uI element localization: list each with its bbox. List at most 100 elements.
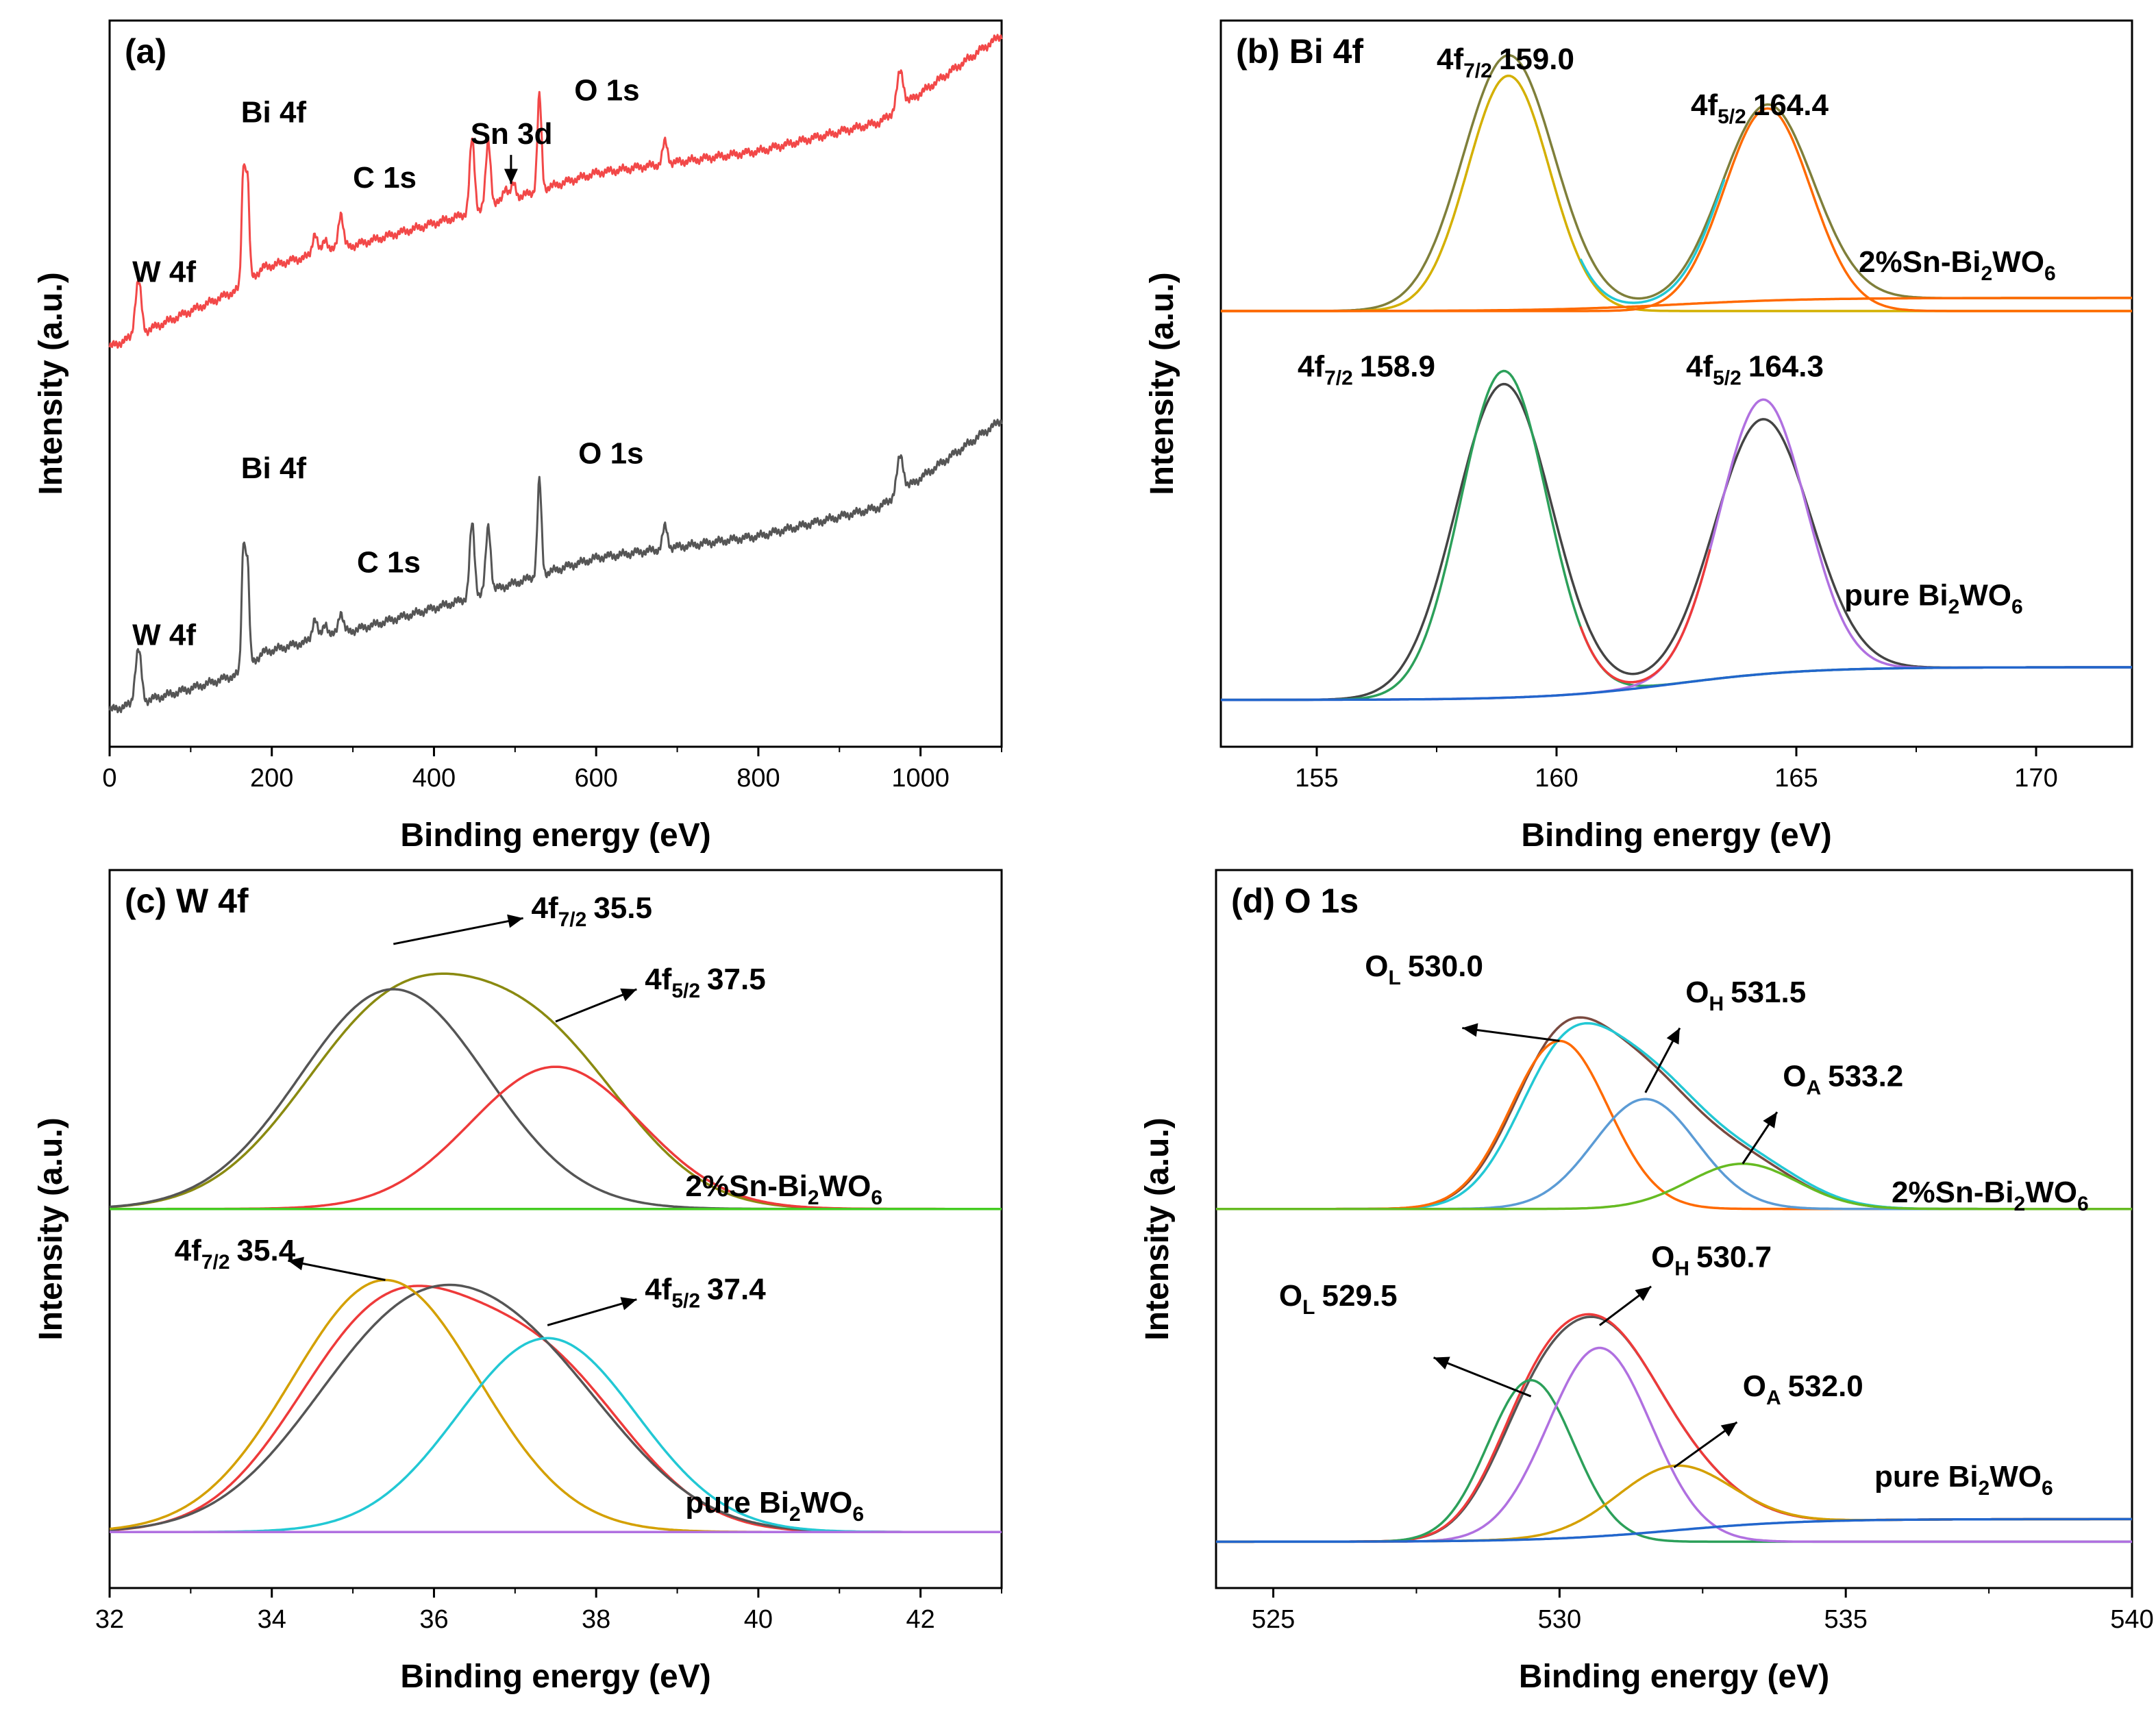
peak-label-sub: A [1766, 1387, 1781, 1409]
plot-frame [1215, 869, 2133, 1589]
sample-label: 2%Sn-Bi2WO6 [1892, 1176, 2089, 1215]
sample-label-text2: WO [801, 1486, 853, 1520]
arrow-line [1462, 1027, 1560, 1042]
arrow-head [1433, 1356, 1450, 1370]
panel-title: (b) Bi 4f [1236, 32, 1363, 71]
peak-label-main: 4f [1691, 88, 1718, 122]
x-tick-label: 535 [1824, 1605, 1867, 1634]
sample-label-text: 2%Sn-Bi [685, 1169, 807, 1203]
x-tick-label: 38 [582, 1605, 610, 1634]
x-tick-label: 400 [412, 764, 456, 793]
x-tick-label: 36 [419, 1605, 448, 1634]
fit-component-line [1221, 382, 2132, 702]
peak-label: 4f7/2 35.4 [175, 1234, 296, 1274]
peak-annotation: W 4f [132, 256, 196, 289]
sample-label-sub2: 6 [852, 1503, 864, 1526]
x-axis-label: Binding energy (eV) [400, 817, 710, 854]
peak-label-sub: L [1302, 1296, 1315, 1319]
panel-d-o1s: 525 530 535 540 Binding energy (eV) Intensity… [1139, 869, 2154, 1695]
sample-label-text2: WO [1992, 245, 2044, 279]
sample-label-sub: 2 [1979, 1477, 1990, 1500]
peak-label: 4f7/2 35.5 [531, 891, 652, 931]
sample-label-text: 2%Sn-Bi [1859, 245, 1981, 279]
peak-label-sub: 7/2 [201, 1251, 230, 1274]
peak-label-value: 159.0 [1499, 42, 1574, 76]
panel-a-survey: 0 200 400 600 800 1000 Binding energy (eV) Inte… [33, 19, 1003, 854]
fit-component-line [1221, 666, 2132, 702]
peak-label-sub: H [1709, 993, 1724, 1015]
x-tick-label: 40 [744, 1605, 773, 1634]
sample-label-sub2: 6 [871, 1187, 882, 1209]
plot-frame [108, 869, 1003, 1589]
survey-series-line [108, 34, 1003, 349]
x-tick-label: 42 [906, 1605, 934, 1634]
x-tick-label: 32 [95, 1605, 124, 1634]
peak-label: 4f5/2 37.5 [645, 963, 765, 1002]
peak-label-main: O [1651, 1241, 1674, 1274]
fit-component-line [110, 1337, 1002, 1534]
sample-label: 2%Sn-Bi2WO6 [685, 1169, 882, 1209]
peak-annotation: O 1s [574, 74, 639, 108]
peak-label-main: 4f [645, 1273, 671, 1306]
peak-annotation: W 4f [132, 619, 196, 652]
x-tick-label: 160 [1535, 764, 1578, 793]
peak-label: OH 531.5 [1685, 976, 1806, 1015]
peak-label-sub: L [1388, 967, 1400, 989]
fit-component-line [1216, 1346, 2132, 1543]
fit-component-line [1216, 1162, 2132, 1211]
sample-label-text: pure Bi [1844, 578, 1948, 612]
y-axis-label: Intensity (a.u.) [33, 1117, 69, 1340]
sample-label-sub2: 6 [2044, 262, 2056, 285]
x-tick-label: 800 [736, 764, 780, 793]
sample-label: pure Bi2WO6 [1844, 578, 2023, 618]
peak-label-value: 37.5 [707, 963, 766, 996]
x-tick-label: 200 [250, 764, 293, 793]
arrow-line [547, 1298, 637, 1326]
x-axis-label: Binding energy (eV) [1521, 817, 1831, 854]
x-tick-label: 1000 [891, 764, 950, 793]
plot-frame [1219, 19, 2133, 748]
sample-label-sub: 2 [2014, 1193, 2026, 1215]
x-tick-label: 530 [1538, 1605, 1581, 1634]
arrow-head [1666, 1028, 1680, 1045]
peak-label: 4f5/2 164.3 [1686, 349, 1824, 389]
peak-annotation: Bi 4f [241, 95, 307, 129]
survey-series-line [108, 419, 1003, 714]
fit-component-line [1216, 1517, 2132, 1543]
peak-label: OL 530.0 [1365, 950, 1483, 989]
x-tick-label: 600 [574, 764, 617, 793]
panel-c-w4f: 32 34 36 38 40 42 Binding energy (eV) Intensity… [33, 869, 1003, 1695]
peak-label: 4f7/2 158.9 [1298, 349, 1435, 389]
peak-annotation: Sn 3d [471, 117, 553, 151]
x-tick-label: 525 [1252, 1605, 1295, 1634]
peak-annotation: C 1s [357, 546, 421, 580]
peak-label-main: O [1743, 1369, 1766, 1403]
peak-label-value: 530.0 [1408, 950, 1483, 983]
peak-label-main: O [1279, 1279, 1302, 1313]
peak-label-main: 4f [1686, 349, 1713, 383]
sample-label: pure Bi2WO6 [1874, 1460, 2053, 1500]
arrow-line [288, 1259, 386, 1281]
panel-b-bi4f: 155 160 165 170 Binding energy (eV) Intensity… [1144, 19, 2133, 854]
x-tick-label: 34 [258, 1605, 286, 1634]
arrow-head [620, 988, 637, 1002]
peak-label-value: 532.0 [1788, 1369, 1863, 1403]
peak-label-main: 4f [531, 891, 558, 925]
y-axis-label: Intensity (a.u.) [1144, 272, 1180, 495]
sample-label-text2: WO [1990, 1460, 2042, 1493]
peak-label: OH 530.7 [1651, 1241, 1772, 1280]
sample-label-text: 2%Sn-Bi [1892, 1176, 2013, 1209]
peak-label-sub: H [1674, 1258, 1689, 1280]
arrow-head [507, 914, 523, 928]
peak-label: 4f7/2 159.0 [1437, 42, 1574, 82]
fit-component-line [1221, 398, 2132, 702]
fit-component-line [1221, 107, 2132, 312]
peak-label: 4f5/2 164.4 [1691, 88, 1829, 128]
sample-label: pure Bi2WO6 [685, 1486, 864, 1526]
peak-label-sub: 5/2 [671, 980, 700, 1002]
arrow-head [1462, 1023, 1478, 1037]
peak-annotation: O 1s [578, 437, 643, 471]
peak-label: OL 529.5 [1279, 1279, 1398, 1319]
panel-title: (c) W 4f [125, 882, 249, 920]
